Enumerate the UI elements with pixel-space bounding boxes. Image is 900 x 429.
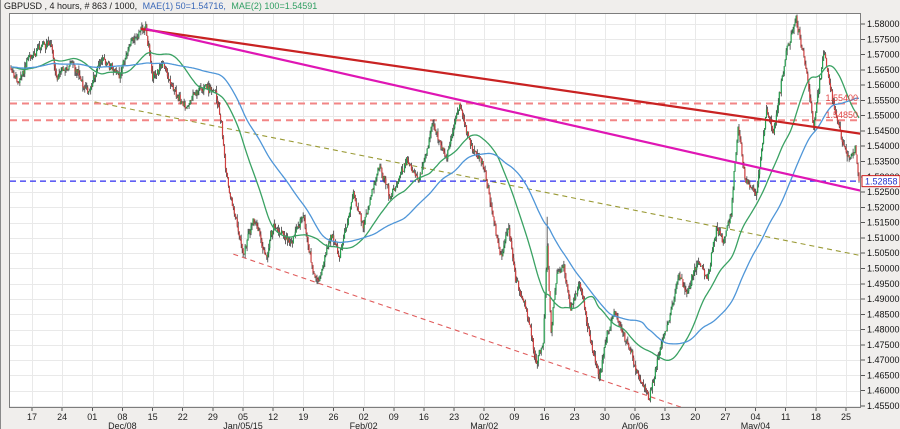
price-axis-label: 1.57500 xyxy=(867,34,900,44)
price-axis-label: 1.54500 xyxy=(867,126,900,136)
price-axis-label: 1.58000 xyxy=(867,19,900,29)
ma100-line[interactable] xyxy=(10,62,860,345)
trendline-major-resistance-red[interactable] xyxy=(140,27,863,135)
month-axis-label: Jan/05/15 xyxy=(223,421,263,429)
time-axis-label: 26 xyxy=(328,412,338,422)
level-label: 1.55400 xyxy=(825,93,858,103)
time-axis-label: 20 xyxy=(690,412,700,422)
chart-title-bar: GBPUSD , 4 hours, # 863 / 1000, MAE(1) 5… xyxy=(4,1,320,12)
trendline-support-channel-red-dashed[interactable] xyxy=(233,253,683,408)
time-axis-label: 12 xyxy=(268,412,278,422)
time-axis-label: 25 xyxy=(841,412,851,422)
time-axis-label: 19 xyxy=(298,412,308,422)
trendline-old-resistance-olive[interactable] xyxy=(94,101,872,258)
time-axis-label: 01 xyxy=(87,412,97,422)
time-axis-label: 09 xyxy=(389,412,399,422)
price-axis-label: 1.48000 xyxy=(867,325,900,335)
current-price-badge[interactable]: 1.52858 xyxy=(861,175,900,188)
time-axis-label: 08 xyxy=(117,412,127,422)
ma2-title-value: MAE(2) 100=1.54591 xyxy=(231,1,318,11)
time-axis-label: 29 xyxy=(208,412,218,422)
price-axis-label: 1.56500 xyxy=(867,65,900,75)
price-axis-label: 1.55500 xyxy=(867,95,900,105)
price-axis-label: 1.57000 xyxy=(867,50,900,60)
time-axis-label: 13 xyxy=(660,412,670,422)
price-axis-label: 1.52000 xyxy=(867,202,900,212)
plot-border xyxy=(9,13,861,408)
month-axis-label: May/04 xyxy=(741,421,771,429)
price-axis-label: 1.53500 xyxy=(867,157,900,167)
month-axis-label: Apr/06 xyxy=(622,421,649,429)
chart-title-symbol: GBPUSD , 4 hours, # 863 / 1000, xyxy=(4,1,138,11)
price-axis-label: 1.56000 xyxy=(867,80,900,90)
level-label: 1.54850 xyxy=(825,110,858,120)
time-axis-label: 30 xyxy=(600,412,610,422)
price-axis[interactable]: 1.58000 1.57500 1.57000 1.56500 1.56000 1.555… xyxy=(861,19,900,411)
time-axis-label: 24 xyxy=(57,412,67,422)
time-axis[interactable]: 17 24 01 08 15 22 29 05 12 19 26 02 09 16 23 02 09 16 23 30… xyxy=(27,408,851,429)
time-axis-label: 22 xyxy=(178,412,188,422)
time-axis-label: 02 xyxy=(479,412,489,422)
price-axis-label: 1.46500 xyxy=(867,370,900,380)
time-axis-label: 23 xyxy=(570,412,580,422)
price-axis-label: 1.45500 xyxy=(867,401,900,411)
current-price-value: 1.52858 xyxy=(865,177,898,187)
price-axis-label: 1.55000 xyxy=(867,111,900,121)
price-axis-label: 1.51000 xyxy=(867,233,900,243)
time-axis-label: 05 xyxy=(238,412,248,422)
price-axis-label: 1.51500 xyxy=(867,218,900,228)
month-axis-label: Feb/02 xyxy=(350,421,378,429)
time-axis-label: 09 xyxy=(509,412,519,422)
time-axis-label: 17 xyxy=(27,412,37,422)
time-axis-label: 23 xyxy=(449,412,459,422)
price-axis-label: 1.49500 xyxy=(867,279,900,289)
price-axis-label: 1.52500 xyxy=(867,187,900,197)
time-axis-label: 11 xyxy=(781,412,790,422)
time-axis-label: 16 xyxy=(540,412,550,422)
time-axis-label: 15 xyxy=(148,412,158,422)
time-axis-label: 02 xyxy=(359,412,369,422)
time-axis-label: 27 xyxy=(720,412,730,422)
price-axis-label: 1.47500 xyxy=(867,340,900,350)
price-axis-label: 1.48500 xyxy=(867,309,900,319)
trendline-secondary-resistance-magenta[interactable] xyxy=(145,27,867,192)
month-axis-label: Dec/08 xyxy=(108,421,137,429)
chart-plot-area[interactable] xyxy=(9,13,861,408)
month-axis-label: Mar/02 xyxy=(470,421,498,429)
time-axis-label: 18 xyxy=(811,412,821,422)
time-axis-label: 16 xyxy=(419,412,429,422)
ma50-line[interactable] xyxy=(10,51,860,361)
price-axis-label: 1.54000 xyxy=(867,141,900,151)
time-axis-label: 04 xyxy=(751,412,761,422)
ma1-title-value: MAE(1) 50=1.54716, xyxy=(142,1,226,11)
price-axis-label: 1.46000 xyxy=(867,386,900,396)
time-axis-label: 06 xyxy=(630,412,640,422)
price-axis-label: 1.50500 xyxy=(867,248,900,258)
price-axis-label: 1.50000 xyxy=(867,263,900,273)
price-axis-label: 1.47000 xyxy=(867,355,900,365)
price-axis-label: 1.49000 xyxy=(867,294,900,304)
